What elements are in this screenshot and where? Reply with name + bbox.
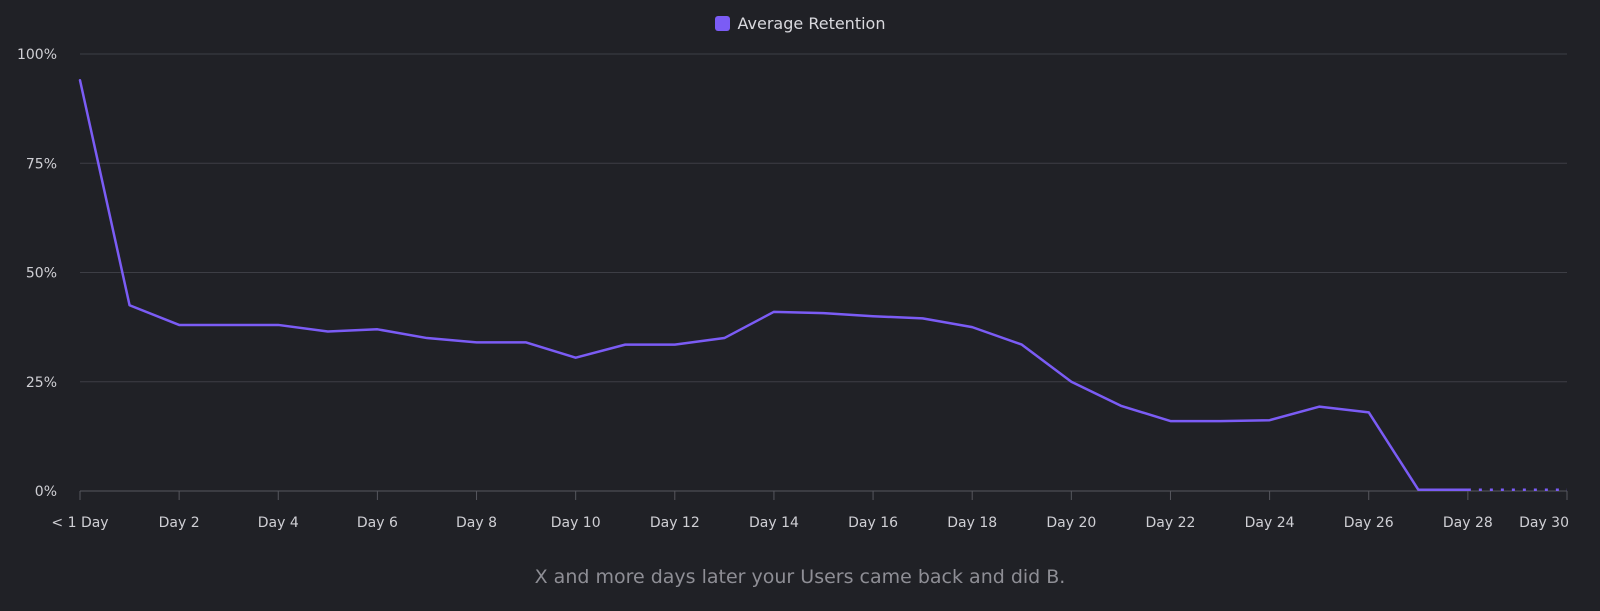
data-point bbox=[574, 356, 578, 360]
data-point bbox=[1218, 419, 1222, 423]
y-tick-label: 100% bbox=[17, 47, 57, 63]
x-tick-label: Day 12 bbox=[650, 515, 700, 531]
x-tick-label: Day 24 bbox=[1245, 515, 1295, 531]
x-tick-label: Day 10 bbox=[551, 515, 601, 531]
x-tick-label: Day 2 bbox=[159, 515, 200, 531]
chart-caption: X and more days later your Users came ba… bbox=[534, 566, 1066, 588]
data-point bbox=[1020, 343, 1024, 347]
legend-label: Average Retention bbox=[737, 14, 886, 33]
data-point bbox=[871, 314, 875, 318]
y-tick-label: 75% bbox=[26, 156, 57, 172]
data-point bbox=[524, 340, 528, 344]
data-point bbox=[722, 336, 726, 340]
x-tick-label: Day 26 bbox=[1344, 515, 1394, 531]
data-point bbox=[1268, 418, 1272, 422]
data-point bbox=[177, 323, 181, 327]
data-point bbox=[375, 327, 379, 331]
x-tick-label: Day 28 bbox=[1443, 515, 1493, 531]
data-point bbox=[921, 316, 925, 320]
data-point bbox=[1416, 488, 1420, 492]
data-point bbox=[1367, 410, 1371, 414]
x-tick-label: Day 14 bbox=[749, 515, 799, 531]
data-point bbox=[1069, 380, 1073, 384]
series-line bbox=[78, 78, 1470, 491]
x-tick-label: Day 6 bbox=[357, 515, 398, 531]
data-point bbox=[425, 336, 429, 340]
data-point bbox=[128, 303, 132, 307]
x-tick-label: Day 22 bbox=[1146, 515, 1196, 531]
x-tick-label: Day 18 bbox=[947, 515, 997, 531]
data-point bbox=[1515, 488, 1519, 492]
data-point bbox=[772, 310, 776, 314]
y-tick-label: 25% bbox=[26, 375, 57, 391]
data-point bbox=[1317, 405, 1321, 409]
x-tick-label: Day 30 bbox=[1519, 515, 1569, 531]
x-tick-label: Day 4 bbox=[258, 515, 299, 531]
data-point bbox=[78, 78, 82, 82]
x-tick-label: < 1 Day bbox=[51, 515, 108, 531]
data-point bbox=[1119, 404, 1123, 408]
data-point bbox=[475, 340, 479, 344]
data-point bbox=[1466, 488, 1470, 492]
y-tick-label: 0% bbox=[35, 484, 57, 500]
x-tick-label: Day 20 bbox=[1046, 515, 1096, 531]
data-point bbox=[227, 323, 231, 327]
chart-legend[interactable]: Average Retention bbox=[0, 14, 1600, 33]
x-tick-label: Day 16 bbox=[848, 515, 898, 531]
data-point bbox=[1168, 419, 1172, 423]
data-point bbox=[276, 323, 280, 327]
data-point bbox=[822, 311, 826, 315]
data-point bbox=[673, 343, 677, 347]
data-point bbox=[970, 325, 974, 329]
x-tick-label: Day 8 bbox=[456, 515, 497, 531]
data-point bbox=[623, 343, 627, 347]
legend-swatch bbox=[714, 16, 730, 31]
data-point bbox=[326, 329, 330, 333]
y-tick-label: 50% bbox=[26, 266, 57, 282]
data-point bbox=[1565, 488, 1569, 492]
